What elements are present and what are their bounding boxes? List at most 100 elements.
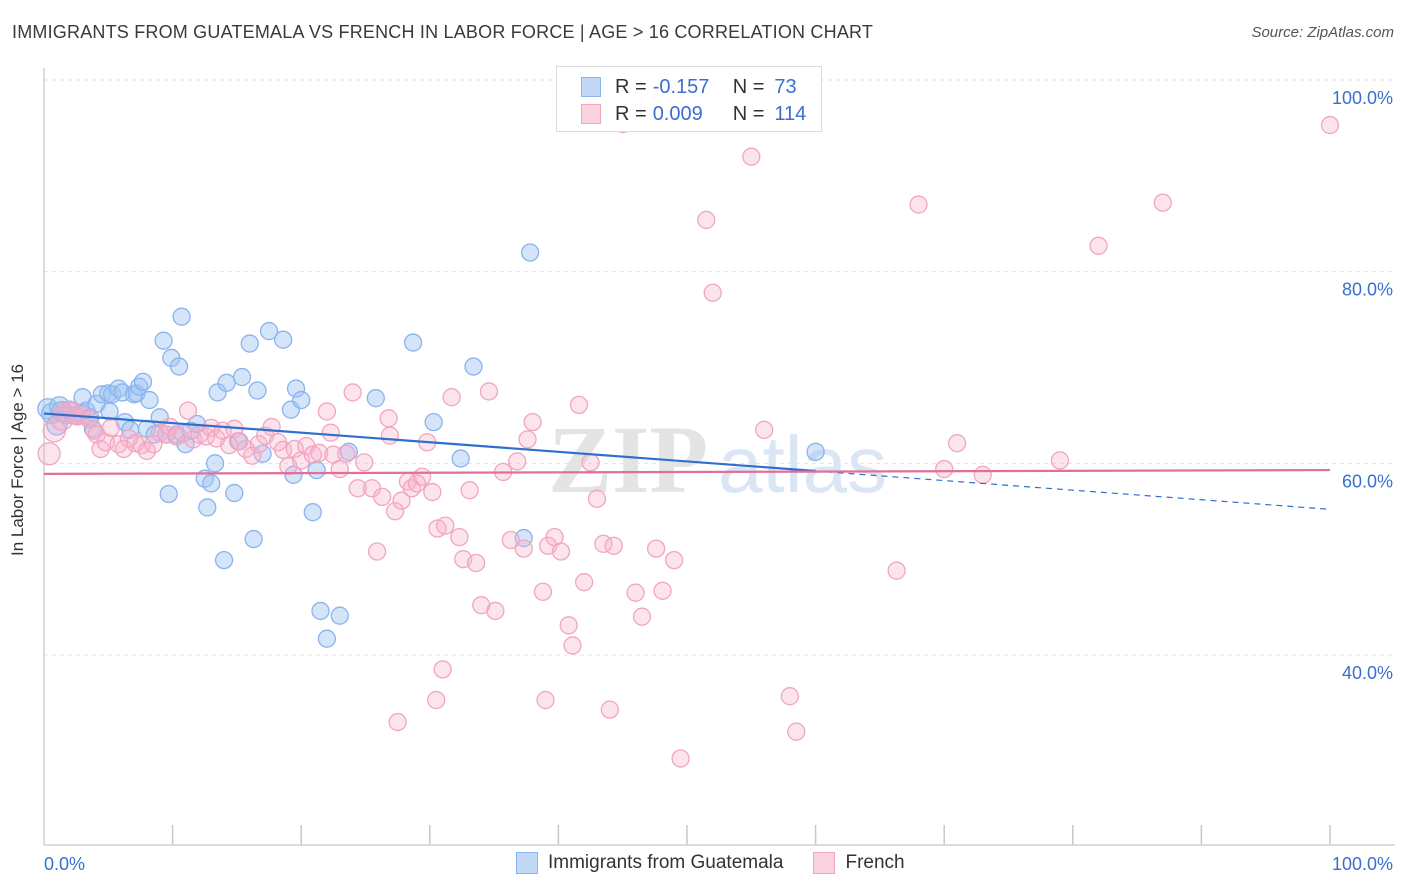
point-french — [144, 435, 163, 454]
point-french — [569, 395, 589, 415]
point-guatemala — [240, 334, 259, 353]
point-french — [385, 502, 405, 521]
point-guatemala — [92, 385, 112, 404]
r-label: R = — [615, 75, 647, 98]
y-axis-label: In Labor Force | Age > 16 — [8, 363, 27, 557]
point-french — [479, 382, 499, 401]
point-french — [947, 434, 967, 453]
point-guatemala — [520, 243, 540, 262]
legend-item-french[interactable]: French — [813, 852, 905, 874]
tick-labels: 40.0% 60.0% 80.0% 100.0% 0.0% 100.0% — [44, 88, 1393, 874]
point-french — [343, 383, 362, 402]
point-guatemala — [311, 601, 330, 621]
point-guatemala — [464, 357, 483, 376]
point-guatemala — [172, 307, 191, 326]
point-french — [501, 530, 520, 550]
point-french — [671, 749, 690, 768]
point-guatemala — [403, 333, 423, 352]
y-tick-label: 100.0% — [1332, 88, 1393, 108]
point-french — [664, 550, 684, 570]
watermark-zip: ZIP — [548, 406, 708, 513]
point-guatemala — [169, 357, 189, 376]
n-label: N = — [732, 102, 765, 125]
point-french — [423, 482, 442, 502]
point-guatemala — [205, 454, 225, 473]
point-french — [79, 410, 99, 429]
point-guatemala — [317, 629, 337, 648]
point-french — [514, 539, 533, 558]
point-french — [909, 195, 928, 214]
point-french — [742, 147, 761, 166]
point-guatemala — [330, 606, 349, 625]
watermark-atlas: atlas — [718, 420, 887, 509]
point-french — [101, 418, 121, 438]
point-french — [373, 487, 392, 507]
point-guatemala — [292, 390, 311, 410]
point-french — [380, 426, 400, 445]
y-tick-label: 40.0% — [1342, 663, 1393, 683]
point-french — [317, 402, 337, 421]
point-guatemala — [232, 367, 252, 387]
point-french — [55, 400, 79, 425]
point-french — [355, 453, 374, 472]
y-tick-label: 60.0% — [1342, 471, 1393, 491]
point-guatemala — [339, 442, 358, 461]
legend-label-french: French — [845, 852, 905, 873]
grid-lines — [44, 79, 1395, 656]
point-guatemala — [274, 330, 293, 349]
trend-line-french — [43, 468, 1331, 475]
point-french — [1153, 193, 1172, 212]
legend-item-guatemala[interactable]: Immigrants from Guatemala — [516, 852, 783, 874]
point-french — [486, 601, 505, 621]
n-value: 73 — [774, 75, 797, 98]
point-french — [518, 430, 537, 449]
point-french — [433, 660, 452, 679]
point-french — [202, 418, 221, 438]
point-french — [310, 443, 329, 462]
point-french — [600, 700, 619, 719]
point-french — [427, 690, 446, 710]
point-french — [460, 481, 479, 500]
point-guatemala — [424, 412, 443, 432]
series-legend: Immigrants from Guatemala French — [516, 852, 935, 874]
point-french — [436, 516, 455, 535]
point-french — [114, 439, 133, 459]
point-french — [137, 441, 157, 461]
point-french — [604, 536, 623, 555]
point-french — [703, 283, 722, 302]
point-french — [292, 451, 311, 470]
point-guatemala — [198, 498, 217, 517]
point-french — [1320, 115, 1340, 135]
point-guatemala — [284, 465, 303, 484]
point-french — [330, 459, 349, 479]
point-guatemala — [202, 474, 221, 493]
source-label: Source: ZipAtlas.com — [1251, 24, 1394, 41]
point-french — [321, 423, 340, 442]
point-french — [348, 479, 367, 498]
n-value: 114 — [774, 102, 807, 125]
point-guatemala — [303, 503, 322, 522]
point-french — [178, 401, 198, 420]
point-french — [632, 607, 652, 626]
point-french — [1089, 236, 1108, 255]
point-french — [337, 444, 356, 463]
point-guatemala — [244, 529, 263, 549]
point-french — [755, 420, 774, 439]
point-french — [285, 439, 304, 459]
point-guatemala — [217, 373, 236, 392]
point-french — [508, 452, 527, 471]
point-french — [303, 445, 322, 464]
legend-swatch-guatemala — [516, 852, 538, 874]
point-guatemala — [259, 321, 279, 341]
legend-swatch-french — [813, 852, 836, 874]
point-french — [626, 583, 645, 602]
point-french — [551, 542, 571, 561]
r-value: -0.157 — [652, 75, 710, 98]
legend-row-french: R = 0.009 N = 114 — [581, 102, 806, 126]
point-french — [653, 581, 672, 600]
trend-line-guatemala-extension — [815, 470, 1331, 510]
y-tick-label: 80.0% — [1342, 280, 1393, 300]
point-french — [42, 419, 66, 443]
point-french — [262, 417, 281, 437]
